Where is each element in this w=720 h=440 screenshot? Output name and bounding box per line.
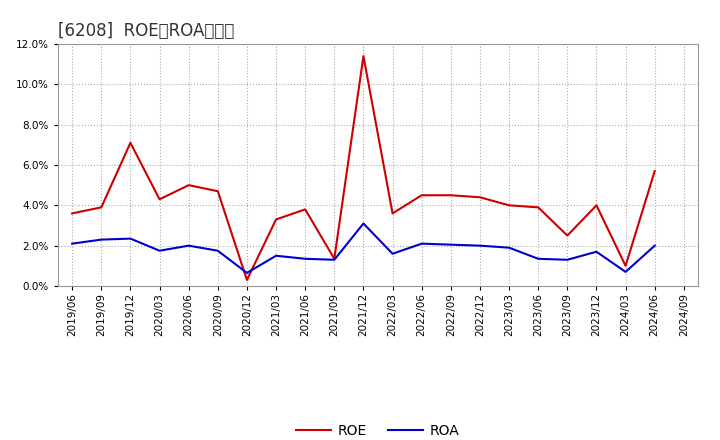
ROE: [271, 217, 280, 222]
ROA: [243, 270, 251, 275]
ROE: [534, 205, 543, 210]
ROA: [563, 257, 572, 262]
ROE: [126, 140, 135, 146]
Line: ROA: ROA: [72, 224, 654, 273]
ROE: [213, 189, 222, 194]
ROA: [126, 236, 135, 241]
ROA: [621, 269, 630, 275]
ROE: [184, 183, 193, 188]
ROE: [563, 233, 572, 238]
ROA: [650, 243, 659, 248]
ROE: [446, 193, 455, 198]
ROA: [534, 256, 543, 261]
ROE: [97, 205, 106, 210]
ROE: [592, 203, 600, 208]
ROE: [505, 203, 513, 208]
ROE: [650, 169, 659, 174]
ROA: [359, 221, 368, 226]
ROE: [301, 207, 310, 212]
ROA: [476, 243, 485, 248]
ROE: [621, 263, 630, 268]
ROA: [446, 242, 455, 247]
ROE: [330, 256, 338, 261]
ROA: [271, 253, 280, 258]
ROA: [505, 245, 513, 250]
ROA: [184, 243, 193, 248]
Line: ROE: ROE: [72, 56, 654, 280]
ROE: [418, 193, 426, 198]
ROE: [388, 211, 397, 216]
ROA: [330, 257, 338, 262]
ROA: [213, 248, 222, 253]
ROA: [68, 241, 76, 246]
Text: [6208]  ROE、ROAの推移: [6208] ROE、ROAの推移: [58, 22, 234, 40]
ROA: [97, 237, 106, 242]
ROA: [388, 251, 397, 257]
ROA: [156, 248, 164, 253]
ROE: [243, 277, 251, 282]
ROA: [418, 241, 426, 246]
ROA: [592, 249, 600, 254]
ROE: [156, 197, 164, 202]
Legend: ROE, ROA: ROE, ROA: [291, 419, 465, 440]
ROA: [301, 256, 310, 261]
ROE: [68, 211, 76, 216]
ROE: [476, 194, 485, 200]
ROE: [359, 53, 368, 59]
